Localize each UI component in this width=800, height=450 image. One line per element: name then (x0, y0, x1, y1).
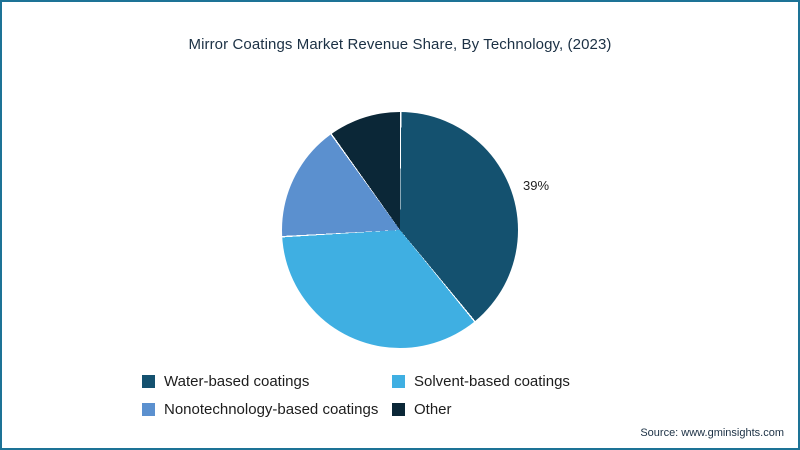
chart-title: Mirror Coatings Market Revenue Share, By… (188, 36, 612, 53)
water-slice-value-label: 39% (523, 178, 550, 193)
legend-item-water-based: Water-based coatings (142, 371, 392, 392)
pie-plot-area: 39% (2, 110, 798, 354)
legend-swatch-solvent-based (392, 375, 405, 388)
source-attribution: Source: www.gminsights.com (640, 427, 784, 439)
legend-swatch-other (392, 403, 405, 416)
legend-item-solvent-based: Solvent-based coatings (392, 371, 570, 392)
legend-label-nanotechnology-based: Nonotechnology-based coatings (164, 401, 379, 418)
pie-chart (282, 112, 518, 348)
legend-swatch-nanotechnology-based (142, 403, 155, 416)
legend-label-water-based: Water-based coatings (164, 373, 310, 390)
legend-swatch-water-based (142, 375, 155, 388)
legend-label-solvent-based: Solvent-based coatings (414, 373, 570, 390)
legend-label-other: Other (414, 401, 452, 418)
legend: Water-based coatings Solvent-based coati… (142, 371, 570, 420)
legend-item-other: Other (392, 399, 570, 420)
legend-item-nanotechnology-based: Nonotechnology-based coatings (142, 399, 392, 420)
